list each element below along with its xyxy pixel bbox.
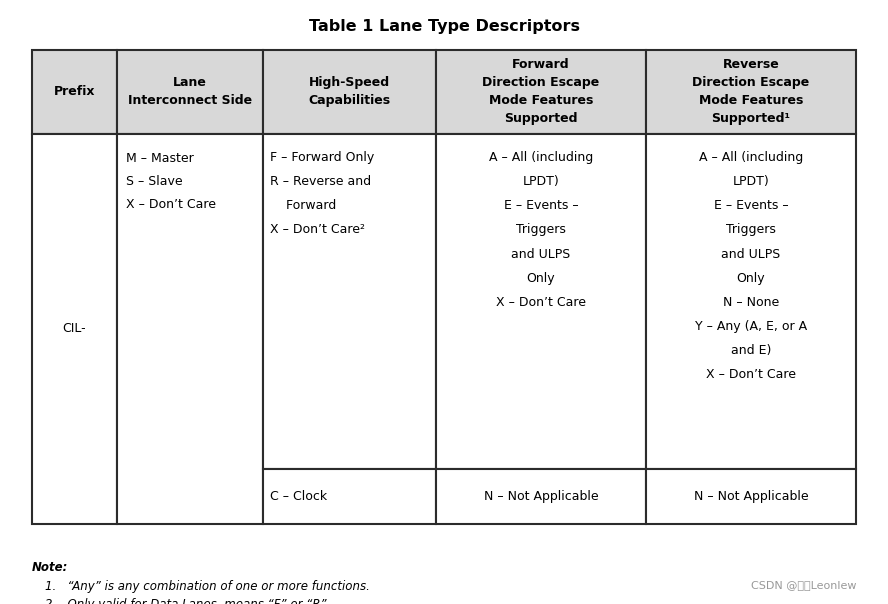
Text: Reverse
Direction Escape
Mode Features
Supported¹: Reverse Direction Escape Mode Features S… (693, 59, 810, 125)
Text: E – Events –: E – Events – (503, 199, 578, 213)
Bar (263, 469, 436, 524)
Text: X – Don’t Care: X – Don’t Care (496, 296, 586, 309)
Bar (117, 50, 263, 134)
Text: Only: Only (527, 272, 555, 285)
Text: Triggers: Triggers (516, 223, 566, 237)
Bar (436, 134, 646, 469)
Text: 1.   “Any” is any combination of one or more functions.: 1. “Any” is any combination of one or mo… (45, 580, 370, 593)
Bar (646, 469, 856, 524)
Text: Prefix: Prefix (54, 85, 95, 98)
Text: and ULPS: and ULPS (511, 248, 571, 261)
Bar (646, 50, 856, 134)
Bar (32, 134, 117, 524)
Text: Lane
Interconnect Side: Lane Interconnect Side (128, 76, 252, 108)
Bar (436, 469, 646, 524)
Text: Table 1 Lane Type Descriptors: Table 1 Lane Type Descriptors (308, 19, 580, 34)
Text: Triggers: Triggers (726, 223, 776, 237)
Text: Y – Any (A, E, or A: Y – Any (A, E, or A (695, 320, 807, 333)
Text: M – Master: M – Master (126, 152, 194, 165)
Text: LPDT): LPDT) (733, 175, 769, 188)
Bar (263, 134, 436, 469)
Text: Note:: Note: (32, 561, 68, 574)
Bar (32, 50, 117, 134)
Text: A – All (including: A – All (including (699, 151, 803, 164)
Text: N – Not Applicable: N – Not Applicable (484, 490, 599, 503)
Text: C – Clock: C – Clock (270, 490, 328, 503)
Text: and ULPS: and ULPS (721, 248, 781, 261)
Text: Forward
Direction Escape
Mode Features
Supported: Forward Direction Escape Mode Features S… (482, 59, 599, 125)
Text: S – Slave: S – Slave (126, 175, 183, 188)
Text: A – All (including: A – All (including (489, 151, 593, 164)
Text: N – Not Applicable: N – Not Applicable (694, 490, 808, 503)
Text: Only: Only (737, 272, 765, 285)
Text: CIL-: CIL- (63, 323, 86, 335)
Text: X – Don’t Care: X – Don’t Care (706, 368, 796, 382)
Text: F – Forward Only: F – Forward Only (270, 151, 375, 164)
Bar (436, 50, 646, 134)
Text: and E): and E) (731, 344, 771, 358)
Bar (263, 50, 436, 134)
Bar (117, 134, 263, 524)
Bar (646, 134, 856, 469)
Text: High-Speed
Capabilities: High-Speed Capabilities (308, 76, 391, 108)
Text: R – Reverse and: R – Reverse and (270, 175, 371, 188)
Text: Forward: Forward (270, 199, 337, 213)
Text: X – Don’t Care²: X – Don’t Care² (270, 223, 365, 237)
Text: LPDT): LPDT) (523, 175, 559, 188)
Text: X – Don’t Care: X – Don’t Care (126, 198, 216, 211)
Text: E – Events –: E – Events – (714, 199, 789, 213)
Text: N – None: N – None (723, 296, 779, 309)
Text: 2.   Only valid for Data Lanes, means “F” or “R”.: 2. Only valid for Data Lanes, means “F” … (45, 598, 330, 604)
Text: CSDN @亦枫Leonlew: CSDN @亦枫Leonlew (750, 580, 856, 590)
